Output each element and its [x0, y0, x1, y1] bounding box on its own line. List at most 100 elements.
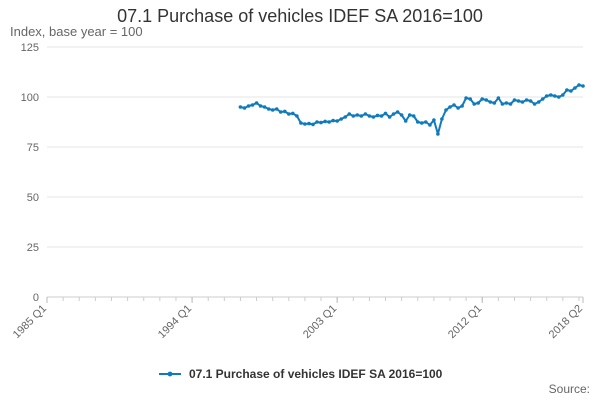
data-point [399, 113, 404, 117]
data-point [266, 107, 271, 111]
y-tick-label: 125 [21, 42, 39, 54]
y-tick-label: 50 [27, 192, 39, 204]
y-tick-label: 0 [33, 292, 39, 304]
data-point [524, 98, 529, 102]
y-tick-label: 75 [27, 142, 39, 154]
data-point [464, 96, 468, 100]
data-point [391, 112, 396, 116]
data-point [432, 118, 436, 122]
data-point [444, 108, 448, 112]
legend-label: 07.1 Purchase of vehicles IDEF SA 2016=1… [188, 366, 443, 381]
data-point [504, 101, 509, 105]
data-point [254, 101, 259, 105]
data-point [488, 100, 493, 104]
data-point [287, 112, 291, 116]
data-point [387, 115, 392, 119]
data-point [492, 101, 497, 105]
data-point [403, 119, 408, 123]
data-point [496, 96, 501, 100]
data-point [512, 98, 517, 102]
data-point [246, 104, 251, 108]
data-point [335, 119, 340, 123]
data-point [565, 88, 569, 92]
data-point [315, 120, 319, 124]
data-point [383, 111, 388, 116]
data-point [258, 104, 263, 108]
data-point [351, 114, 356, 118]
data-point [460, 104, 464, 108]
data-point [472, 102, 477, 106]
data-point [270, 108, 275, 112]
data-point [484, 98, 489, 102]
data-point [500, 102, 505, 106]
data-point [528, 99, 533, 103]
data-point [476, 101, 481, 105]
x-tick-label: 2003 Q1 [301, 303, 339, 341]
data-point [549, 93, 553, 97]
data-point [436, 132, 440, 136]
data-point [363, 112, 368, 116]
data-point [407, 113, 412, 117]
x-tick-label: 2012 Q1 [446, 303, 484, 341]
data-point [569, 89, 573, 93]
series-line [240, 84, 584, 135]
data-point [327, 120, 331, 124]
gridlines [46, 46, 584, 303]
data-point [577, 83, 581, 87]
data-point [395, 110, 400, 114]
data-point [553, 94, 557, 98]
data-point [557, 95, 561, 99]
series-line-group [238, 83, 585, 136]
data-point [242, 106, 247, 110]
x-tick-label: 1994 Q1 [156, 303, 194, 341]
data-point [420, 121, 424, 125]
data-point [323, 119, 327, 124]
legend-swatch [158, 371, 181, 377]
y-tick-label: 25 [27, 242, 39, 254]
data-point [278, 110, 283, 114]
data-point [375, 113, 380, 118]
data-point [508, 102, 513, 106]
data-point [319, 120, 323, 125]
y-tick-labels: 0 25 50 75 100 125 [21, 42, 39, 304]
data-point [448, 105, 452, 109]
data-point [516, 99, 521, 103]
data-point [540, 97, 545, 101]
data-point [299, 121, 303, 125]
data-point [379, 114, 384, 118]
data-point [262, 105, 267, 109]
data-point [339, 117, 344, 121]
data-point [343, 115, 348, 119]
data-point [520, 100, 525, 104]
data-point [307, 121, 311, 126]
data-point [440, 117, 444, 121]
data-point [456, 106, 460, 110]
data-point [295, 114, 299, 118]
data-point [536, 100, 541, 104]
data-point [468, 97, 473, 101]
data-point [250, 103, 255, 107]
y-tick-label: 100 [21, 92, 39, 104]
data-point [416, 120, 420, 124]
y-axis-label: Index, base year = 100 [10, 24, 143, 39]
data-point [238, 105, 243, 109]
data-point [303, 122, 307, 126]
data-point [359, 114, 364, 118]
data-point [532, 102, 537, 106]
data-point [283, 109, 287, 114]
x-tick-label: 1985 Q1 [11, 303, 49, 341]
data-point [428, 123, 432, 127]
data-point [573, 86, 577, 90]
data-point [291, 111, 295, 116]
data-point [371, 115, 376, 119]
x-tick-label: 2018 Q2 [547, 303, 585, 341]
data-point [452, 103, 456, 107]
chart-title: 07.1 Purchase of vehicles IDEF SA 2016=1… [117, 6, 483, 26]
data-point [480, 97, 485, 101]
data-point [347, 112, 352, 116]
x-tick-labels: 1985 Q1 1994 Q1 2003 Q1 2012 Q1 2018 Q2 [11, 303, 585, 341]
data-point [561, 93, 565, 97]
data-point [581, 84, 585, 88]
data-point [274, 107, 279, 111]
